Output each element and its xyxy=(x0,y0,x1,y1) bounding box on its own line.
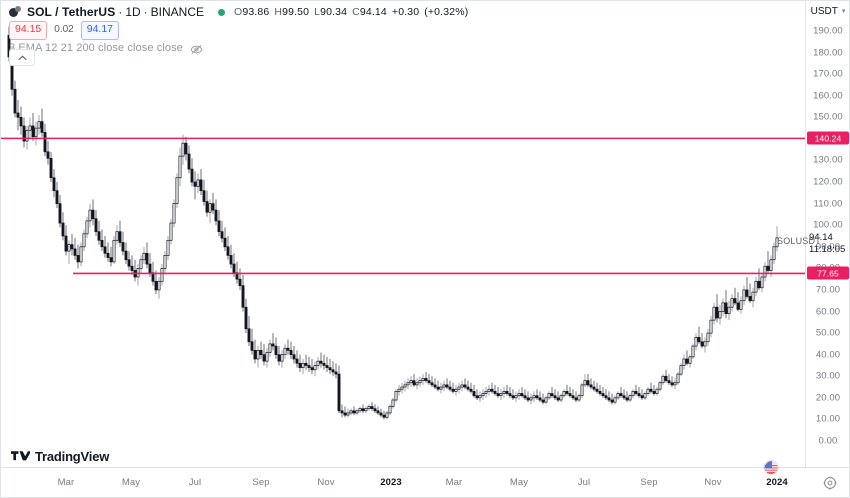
price-tick: 110.00 xyxy=(813,198,843,210)
currency-selector[interactable]: USDT ▾ xyxy=(806,3,849,19)
time-tick: Nov xyxy=(704,477,722,488)
time-tick: Mar xyxy=(57,477,75,488)
price-tick: 50.00 xyxy=(815,327,841,339)
legend-separator-1: · xyxy=(118,5,123,19)
price-level-tag[interactable]: 77.65 xyxy=(807,266,849,280)
ask-pill[interactable]: 94.17 xyxy=(80,21,120,40)
crypto-pair-icon xyxy=(9,6,22,19)
price-tick: 10.00 xyxy=(815,413,841,425)
price-tick: 160.00 xyxy=(813,90,843,102)
tradingview-brand[interactable]: TradingView xyxy=(11,449,109,464)
symbol-name[interactable]: SOL / TetherUS xyxy=(27,5,116,19)
time-tick: Sep xyxy=(640,477,658,488)
price-tick: 150.00 xyxy=(813,111,843,123)
ohlc-low-key: L xyxy=(314,5,321,18)
crosshair-target-icon[interactable] xyxy=(823,476,837,490)
price-tick: 120.00 xyxy=(813,176,843,188)
spread-value: 0.02 xyxy=(54,24,74,36)
last-price-value: 94.14 xyxy=(809,231,833,243)
price-scale[interactable]: USDT ▾ 190.00 180.00 170.00 160.00 150.00 140… xyxy=(805,1,849,467)
chart-canvas[interactable] xyxy=(1,1,807,467)
price-tick: 20.00 xyxy=(815,392,841,404)
legend-indicator-row[interactable]: 3 EMA 12 21 200 close close close xyxy=(9,42,468,56)
candlestick-series xyxy=(1,26,807,420)
eye-off-icon[interactable] xyxy=(190,43,203,56)
time-tick: Jul xyxy=(188,477,202,488)
brand-name: TradingView xyxy=(35,449,110,464)
collapse-pane-button[interactable] xyxy=(9,49,35,66)
time-tick: Nov xyxy=(317,477,335,488)
price-tick: 60.00 xyxy=(815,306,841,318)
price-tick: 190.00 xyxy=(813,25,843,37)
price-tick: 0.00 xyxy=(818,435,838,447)
legend-symbol-row[interactable]: SOL / TetherUS · 1D · BINANCE O93.86 H99.… xyxy=(9,5,468,20)
price-tick: 130.00 xyxy=(813,154,843,166)
time-tick: 2023 xyxy=(380,477,402,488)
price-tick: 170.00 xyxy=(813,68,843,80)
price-tick: 40.00 xyxy=(815,349,841,361)
time-tick: Sep xyxy=(252,477,270,488)
currency-label: USDT xyxy=(810,5,838,17)
tradingview-logo-icon xyxy=(11,450,30,463)
chevron-up-icon xyxy=(17,55,27,61)
legend-pill-row: 94.15 0.02 94.17 xyxy=(9,21,468,40)
ohlc-high-value: 99.50 xyxy=(282,5,310,18)
price-tick: 30.00 xyxy=(815,370,841,382)
interval-label[interactable]: 1D xyxy=(125,5,141,19)
market-open-dot[interactable] xyxy=(218,9,225,16)
last-price-time: 11:18:05 xyxy=(809,243,846,255)
indicator-label[interactable]: 3 EMA 12 21 200 close close close xyxy=(9,42,183,55)
chevron-down-icon: ▾ xyxy=(841,8,846,15)
price-level-tag[interactable]: 140.24 xyxy=(807,131,849,145)
bid-pill[interactable]: 94.15 xyxy=(9,21,48,40)
time-tick: Jul xyxy=(577,477,591,488)
time-tick: 2024 xyxy=(766,477,788,488)
time-tick: May xyxy=(121,477,141,488)
ohlc-close-value: 94.14 xyxy=(359,5,387,18)
ohlc-open-value: 93.86 xyxy=(242,5,270,18)
time-tick: Mar xyxy=(445,477,463,488)
us-flag-icon[interactable] xyxy=(763,460,779,475)
ohlc-low-value: 90.34 xyxy=(320,5,348,18)
ohlc-close-key: C xyxy=(352,5,360,18)
chart-legend: SOL / TetherUS · 1D · BINANCE O93.86 H99.… xyxy=(9,5,468,56)
exchange-label[interactable]: BINANCE xyxy=(150,5,204,19)
ohlc-high-key: H xyxy=(274,5,283,18)
last-price-label[interactable]: 94.14 11:18:05 xyxy=(806,231,849,256)
floating-symbol-label: SOLUSDT xyxy=(777,235,821,246)
price-tick: 90.00 xyxy=(815,241,841,253)
ohlc-change: +0.30 xyxy=(391,5,420,18)
time-scale[interactable]: Mar May Jul Sep Nov 2023 Mar May Jul Sep Nov 2024 xyxy=(1,460,849,497)
legend-separator-2: · xyxy=(143,5,148,19)
time-tick: May xyxy=(509,477,529,488)
ohlc-open-key: O xyxy=(234,5,243,18)
price-tick: 180.00 xyxy=(813,47,843,59)
price-tick: 100.00 xyxy=(813,219,843,231)
ohlc-values: O93.86 H99.50 L90.34 C94.14 +0.30 (+0.32%) xyxy=(234,6,468,19)
price-tick: 70.00 xyxy=(815,284,841,296)
ohlc-change-pct: (+0.32%) xyxy=(424,5,469,18)
